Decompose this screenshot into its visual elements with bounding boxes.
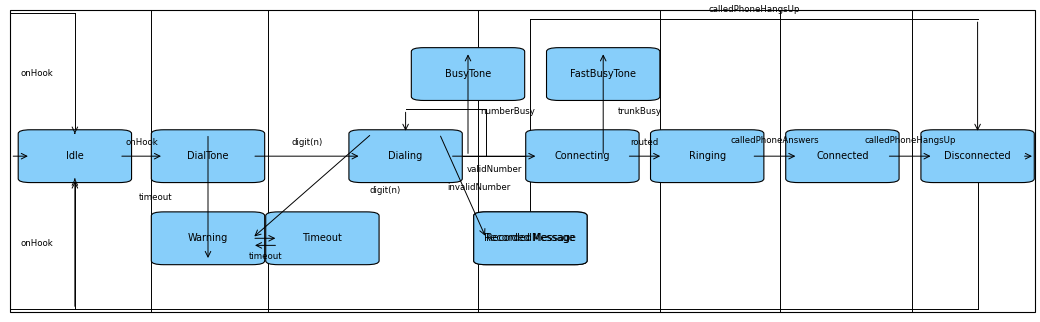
Text: onHook: onHook — [20, 240, 53, 248]
Text: Recorded Message: Recorded Message — [485, 233, 576, 243]
FancyBboxPatch shape — [474, 212, 588, 265]
FancyBboxPatch shape — [152, 130, 264, 183]
FancyBboxPatch shape — [349, 130, 463, 183]
Text: onHook: onHook — [20, 69, 53, 78]
Text: Ringing: Ringing — [688, 151, 726, 161]
Text: calledPhoneHangsUp: calledPhoneHangsUp — [708, 5, 800, 14]
Text: calledPhoneAnswers: calledPhoneAnswers — [730, 136, 820, 145]
Text: numberBusy: numberBusy — [480, 108, 535, 116]
FancyBboxPatch shape — [18, 130, 131, 183]
FancyBboxPatch shape — [921, 130, 1034, 183]
FancyBboxPatch shape — [526, 130, 639, 183]
Text: digit(n): digit(n) — [291, 138, 322, 147]
Text: BusyTone: BusyTone — [445, 69, 491, 79]
Text: Connecting: Connecting — [554, 151, 610, 161]
Text: Timeout: Timeout — [303, 233, 342, 243]
FancyBboxPatch shape — [474, 212, 588, 265]
Text: Warning: Warning — [188, 233, 228, 243]
FancyBboxPatch shape — [152, 212, 264, 265]
Text: timeout: timeout — [249, 252, 282, 261]
Text: invalidNumber: invalidNumber — [447, 183, 510, 192]
Text: timeout: timeout — [139, 193, 173, 202]
FancyBboxPatch shape — [651, 130, 763, 183]
Text: DialTone: DialTone — [187, 151, 229, 161]
Text: Connected: Connected — [816, 151, 868, 161]
FancyBboxPatch shape — [412, 48, 525, 100]
FancyBboxPatch shape — [266, 212, 380, 265]
Text: trunkBusy: trunkBusy — [618, 108, 661, 116]
Text: Disconnected: Disconnected — [944, 151, 1011, 161]
FancyBboxPatch shape — [786, 130, 899, 183]
Text: RecordedMessage: RecordedMessage — [486, 233, 575, 243]
Text: digit(n): digit(n) — [369, 186, 400, 195]
Text: Dialing: Dialing — [389, 151, 422, 161]
Text: onHook: onHook — [125, 138, 158, 147]
Text: FastBusyTone: FastBusyTone — [570, 69, 636, 79]
Text: routed: routed — [630, 138, 659, 147]
Text: Idle: Idle — [66, 151, 84, 161]
FancyBboxPatch shape — [547, 48, 660, 100]
Text: calledPhoneHangsUp: calledPhoneHangsUp — [864, 136, 956, 145]
Text: validNumber: validNumber — [466, 165, 522, 174]
